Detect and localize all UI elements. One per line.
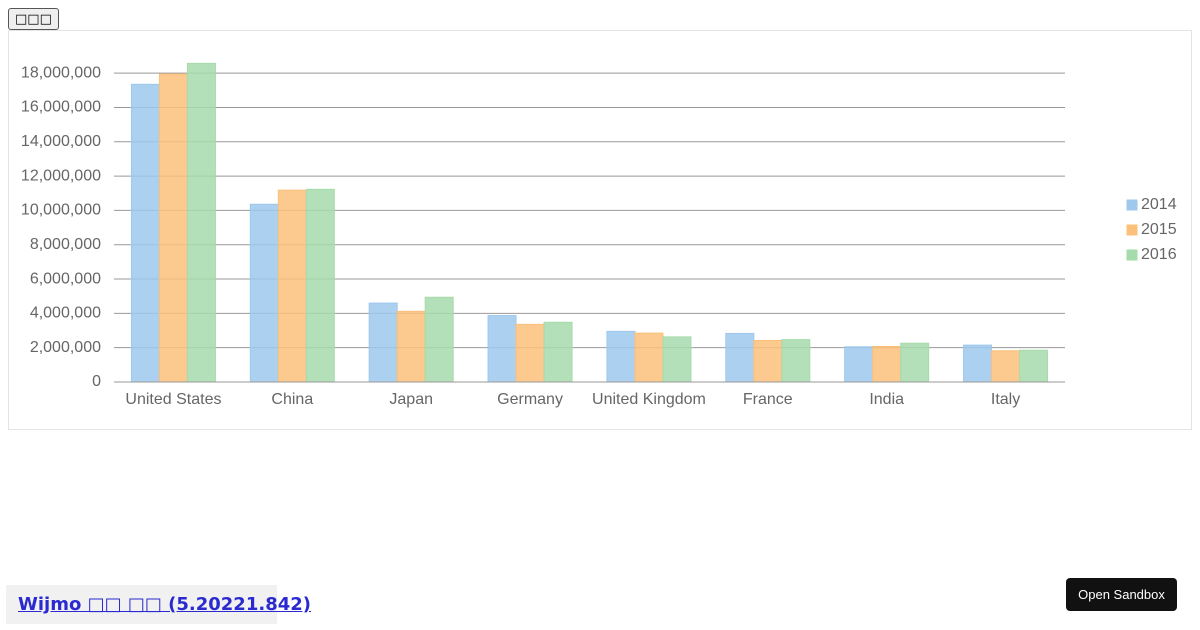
y-tick-label: 16,000,000 <box>21 99 101 116</box>
legend-label: 2015 <box>1141 221 1177 238</box>
bar <box>543 321 573 383</box>
bar <box>662 336 692 383</box>
y-tick-label: 18,000,000 <box>21 64 101 81</box>
bar <box>277 189 307 383</box>
toolbar-button[interactable]: □□□ <box>8 8 59 30</box>
y-tick-label: 8,000,000 <box>30 236 101 253</box>
bar <box>1019 349 1049 383</box>
bar <box>900 342 930 383</box>
footer: Wijmo □□ □□ (5.20221.842) <box>6 585 311 624</box>
bar <box>130 83 160 383</box>
bar <box>634 332 664 383</box>
bar <box>872 345 902 383</box>
bar <box>487 315 517 383</box>
y-tick-label: 4,000,000 <box>30 305 101 322</box>
bar <box>606 330 636 383</box>
x-tick-label: United States <box>125 391 221 408</box>
bar <box>781 339 811 383</box>
bar <box>396 310 426 383</box>
x-tick-label: India <box>869 391 904 408</box>
chart-container <box>8 30 1192 430</box>
x-tick-label: United Kingdom <box>592 391 706 408</box>
x-tick-label: Germany <box>497 391 563 408</box>
bar <box>305 188 335 383</box>
bar <box>963 344 993 383</box>
bar <box>424 296 454 383</box>
y-tick-label: 14,000,000 <box>21 133 101 150</box>
legend-label: 2014 <box>1141 196 1177 213</box>
legend-swatch <box>1126 224 1138 236</box>
bar <box>158 73 188 383</box>
y-tick-label: 6,000,000 <box>30 270 101 287</box>
bar <box>844 346 874 383</box>
y-tick-label: 0 <box>92 373 101 390</box>
x-tick-label: China <box>271 391 313 408</box>
bar <box>753 339 783 383</box>
bar <box>515 323 545 383</box>
version-link[interactable]: Wijmo □□ □□ (5.20221.842) <box>18 594 311 615</box>
legend-label: 2016 <box>1141 246 1177 263</box>
legend-swatch <box>1126 199 1138 211</box>
x-tick-label: France <box>743 391 793 408</box>
bar <box>725 332 755 383</box>
x-tick-label: Japan <box>389 391 433 408</box>
y-tick-label: 12,000,000 <box>21 167 101 184</box>
open-sandbox-button[interactable]: Open Sandbox <box>1066 578 1177 611</box>
bar <box>991 350 1021 383</box>
bar <box>186 62 216 383</box>
legend-swatch <box>1126 249 1138 261</box>
y-tick-label: 10,000,000 <box>21 202 101 219</box>
y-tick-label: 2,000,000 <box>30 339 101 356</box>
x-tick-label: Italy <box>991 391 1020 408</box>
bar <box>368 302 398 383</box>
bar <box>249 203 279 383</box>
